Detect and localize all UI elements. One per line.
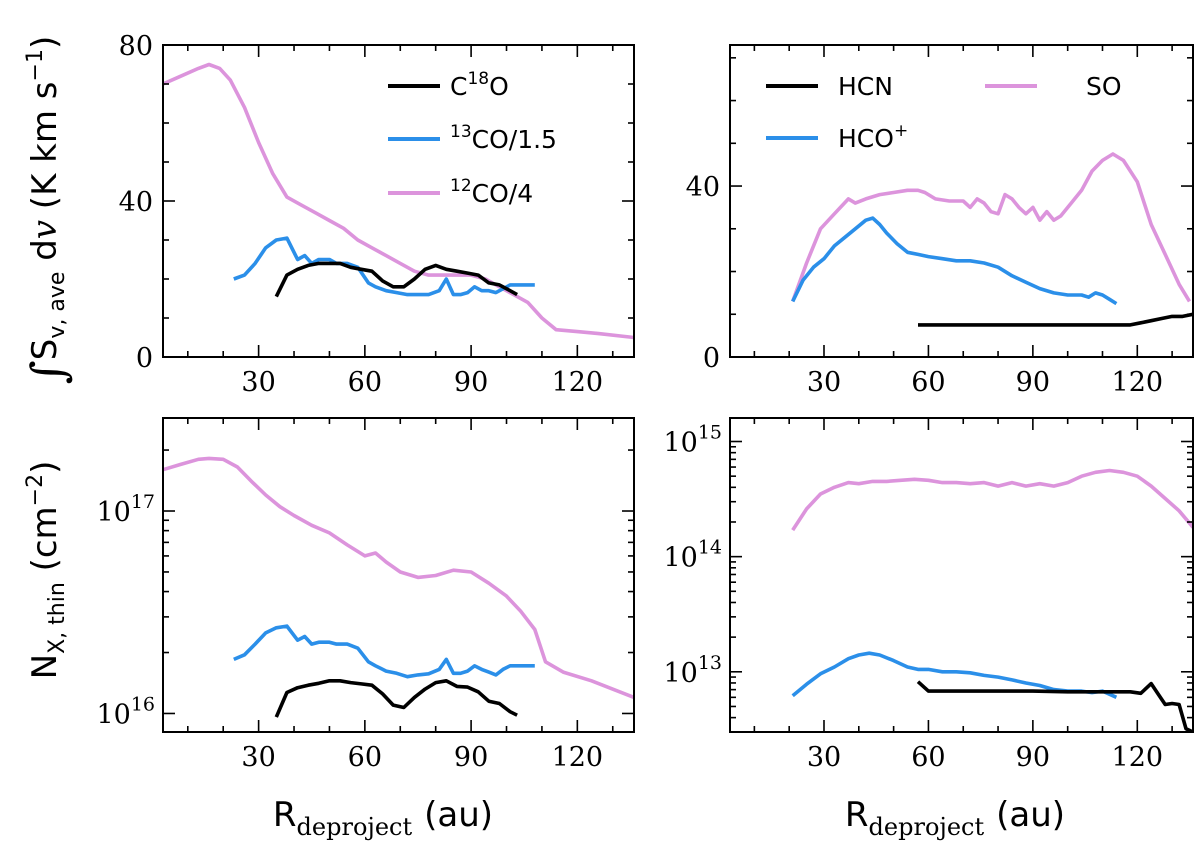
y-tick-base: 10 — [663, 658, 697, 689]
series-line-12co — [163, 62, 634, 340]
x-tick-label: 60 — [911, 742, 945, 773]
series-line-12co — [163, 456, 634, 700]
legend-sup: 13 — [450, 122, 472, 142]
y-tick-label: 1015 — [663, 422, 722, 459]
y-label-top-v: v — [25, 220, 65, 239]
y-label-top-d: d — [25, 239, 65, 271]
x-tick-label: 30 — [241, 367, 275, 398]
y-tick-base: 10 — [663, 428, 697, 459]
legend-sup: + — [894, 121, 908, 141]
legend-sup: 18 — [467, 69, 489, 89]
x-tick-label: 120 — [552, 367, 604, 398]
x-label-left-sub: deproject — [297, 813, 413, 841]
legend-text-part: SO — [1086, 72, 1122, 101]
y-tick-label: 1014 — [663, 537, 722, 574]
series-line-13co — [233, 624, 535, 679]
legend-text-part: CO/4 — [472, 179, 533, 208]
x-tick-label: 30 — [807, 367, 841, 398]
y-label-top-sub: v, ave — [45, 272, 70, 339]
x-tick-label: 120 — [552, 742, 604, 773]
y-label-top-close: ) — [25, 36, 65, 49]
x-axis-label-left: Rdeproject (au) — [273, 795, 493, 841]
series-line-hcn — [918, 312, 1193, 327]
legend-label-13co: 13CO/1.5 — [450, 122, 557, 154]
y-label-bottom-unit: (cm — [25, 506, 65, 582]
y-label-top-exp: −1 — [23, 49, 48, 81]
y-tick-label: 0 — [136, 343, 153, 374]
y-tick-exp: 14 — [698, 537, 722, 559]
x-tick-label: 90 — [454, 367, 488, 398]
y-tick-label: 80 — [119, 31, 153, 62]
axes-frame — [729, 44, 1194, 358]
y-tick-label: 40 — [686, 172, 720, 203]
svg-text:NX, thin (cm−2): NX, thin (cm−2) — [23, 461, 70, 680]
y-tick-label: 0 — [703, 343, 720, 374]
y-label-bottom-sub: X, thin — [45, 582, 70, 654]
x-label-right-unit: (au) — [996, 795, 1065, 835]
svg-text:∫Sv, ave dv (K km s−1): ∫Sv, ave dv (K km s−1) — [21, 36, 75, 384]
y-tick-exp: 16 — [131, 693, 155, 715]
legend-text-part: CO/1.5 — [472, 125, 557, 154]
y-tick-label: 1013 — [663, 652, 722, 689]
integral-symbol: ∫ — [21, 360, 75, 384]
y-tick-label: 1016 — [96, 693, 155, 730]
y-tick-base: 10 — [96, 497, 130, 528]
series-line-hcn — [916, 680, 1193, 732]
panel-top-left: 30 60 90 120 0 40 80 C18O 13CO/1.5 12CO/4 — [119, 31, 635, 398]
x-tick-label: 90 — [1016, 367, 1050, 398]
x-tick-label: 120 — [1112, 742, 1164, 773]
x-label-right-sub: deproject — [869, 813, 985, 841]
series-line-13co — [233, 236, 535, 297]
x-tick-label: 90 — [454, 742, 488, 773]
y-label-bottom-close: ) — [25, 461, 65, 474]
series-line-hco — [791, 216, 1118, 306]
x-axis-label-right: Rdeproject (au) — [845, 795, 1065, 841]
y-tick-label: 40 — [119, 187, 153, 218]
legend-sup: 12 — [450, 176, 472, 196]
y-axis-label-bottom: NX, thin (cm−2) — [23, 461, 70, 680]
panel-top-right: 30 60 90 120 0 40 HCN HCO+ SO — [686, 44, 1194, 398]
x-label-right-main: R — [845, 795, 869, 835]
y-tick-exp: 15 — [698, 422, 722, 444]
x-tick-label: 120 — [1112, 367, 1164, 398]
axes-frame — [162, 44, 635, 358]
x-tick-label: 30 — [807, 742, 841, 773]
x-tick-label: 60 — [911, 367, 945, 398]
y-tick-exp: 17 — [131, 491, 155, 513]
legend-text-part: HCO — [838, 124, 894, 153]
series-line-c18o — [274, 679, 518, 718]
x-label-left-main: R — [273, 795, 297, 835]
series-line-so — [791, 468, 1193, 532]
legend-text-part: C — [450, 72, 467, 101]
legend-text-part: O — [489, 72, 509, 101]
axes-frame — [162, 417, 635, 733]
legend-label-so: SO — [1086, 72, 1122, 101]
x-tick-label: 90 — [1016, 742, 1050, 773]
legend-label-c18o: C18O — [450, 69, 509, 101]
legend-label-hcn: HCN — [838, 72, 893, 101]
legend-label-12co: 12CO/4 — [450, 176, 533, 208]
y-tick-exp: 13 — [698, 652, 722, 674]
axes-frame — [729, 417, 1194, 733]
x-label-left-unit: (au) — [424, 795, 493, 835]
y-label-bottom-exp: −2 — [23, 474, 48, 506]
y-label-bottom-main: N — [25, 654, 65, 679]
y-axis-label-top: ∫Sv, ave dv (K km s−1) — [21, 36, 75, 384]
y-tick-label: 1017 — [96, 491, 155, 528]
y-label-top-main: S — [25, 339, 65, 361]
y-label-top-unit: (K km s — [25, 81, 65, 220]
legend-label-hco: HCO+ — [838, 121, 908, 153]
series-line-so — [791, 152, 1192, 303]
series-line-c18o — [274, 261, 518, 298]
legend-text-part: HCN — [838, 72, 893, 101]
y-tick-base: 10 — [96, 699, 130, 730]
y-tick-base: 10 — [663, 543, 697, 574]
x-tick-label: 60 — [348, 742, 382, 773]
x-tick-label: 30 — [241, 742, 275, 773]
x-tick-label: 60 — [348, 367, 382, 398]
